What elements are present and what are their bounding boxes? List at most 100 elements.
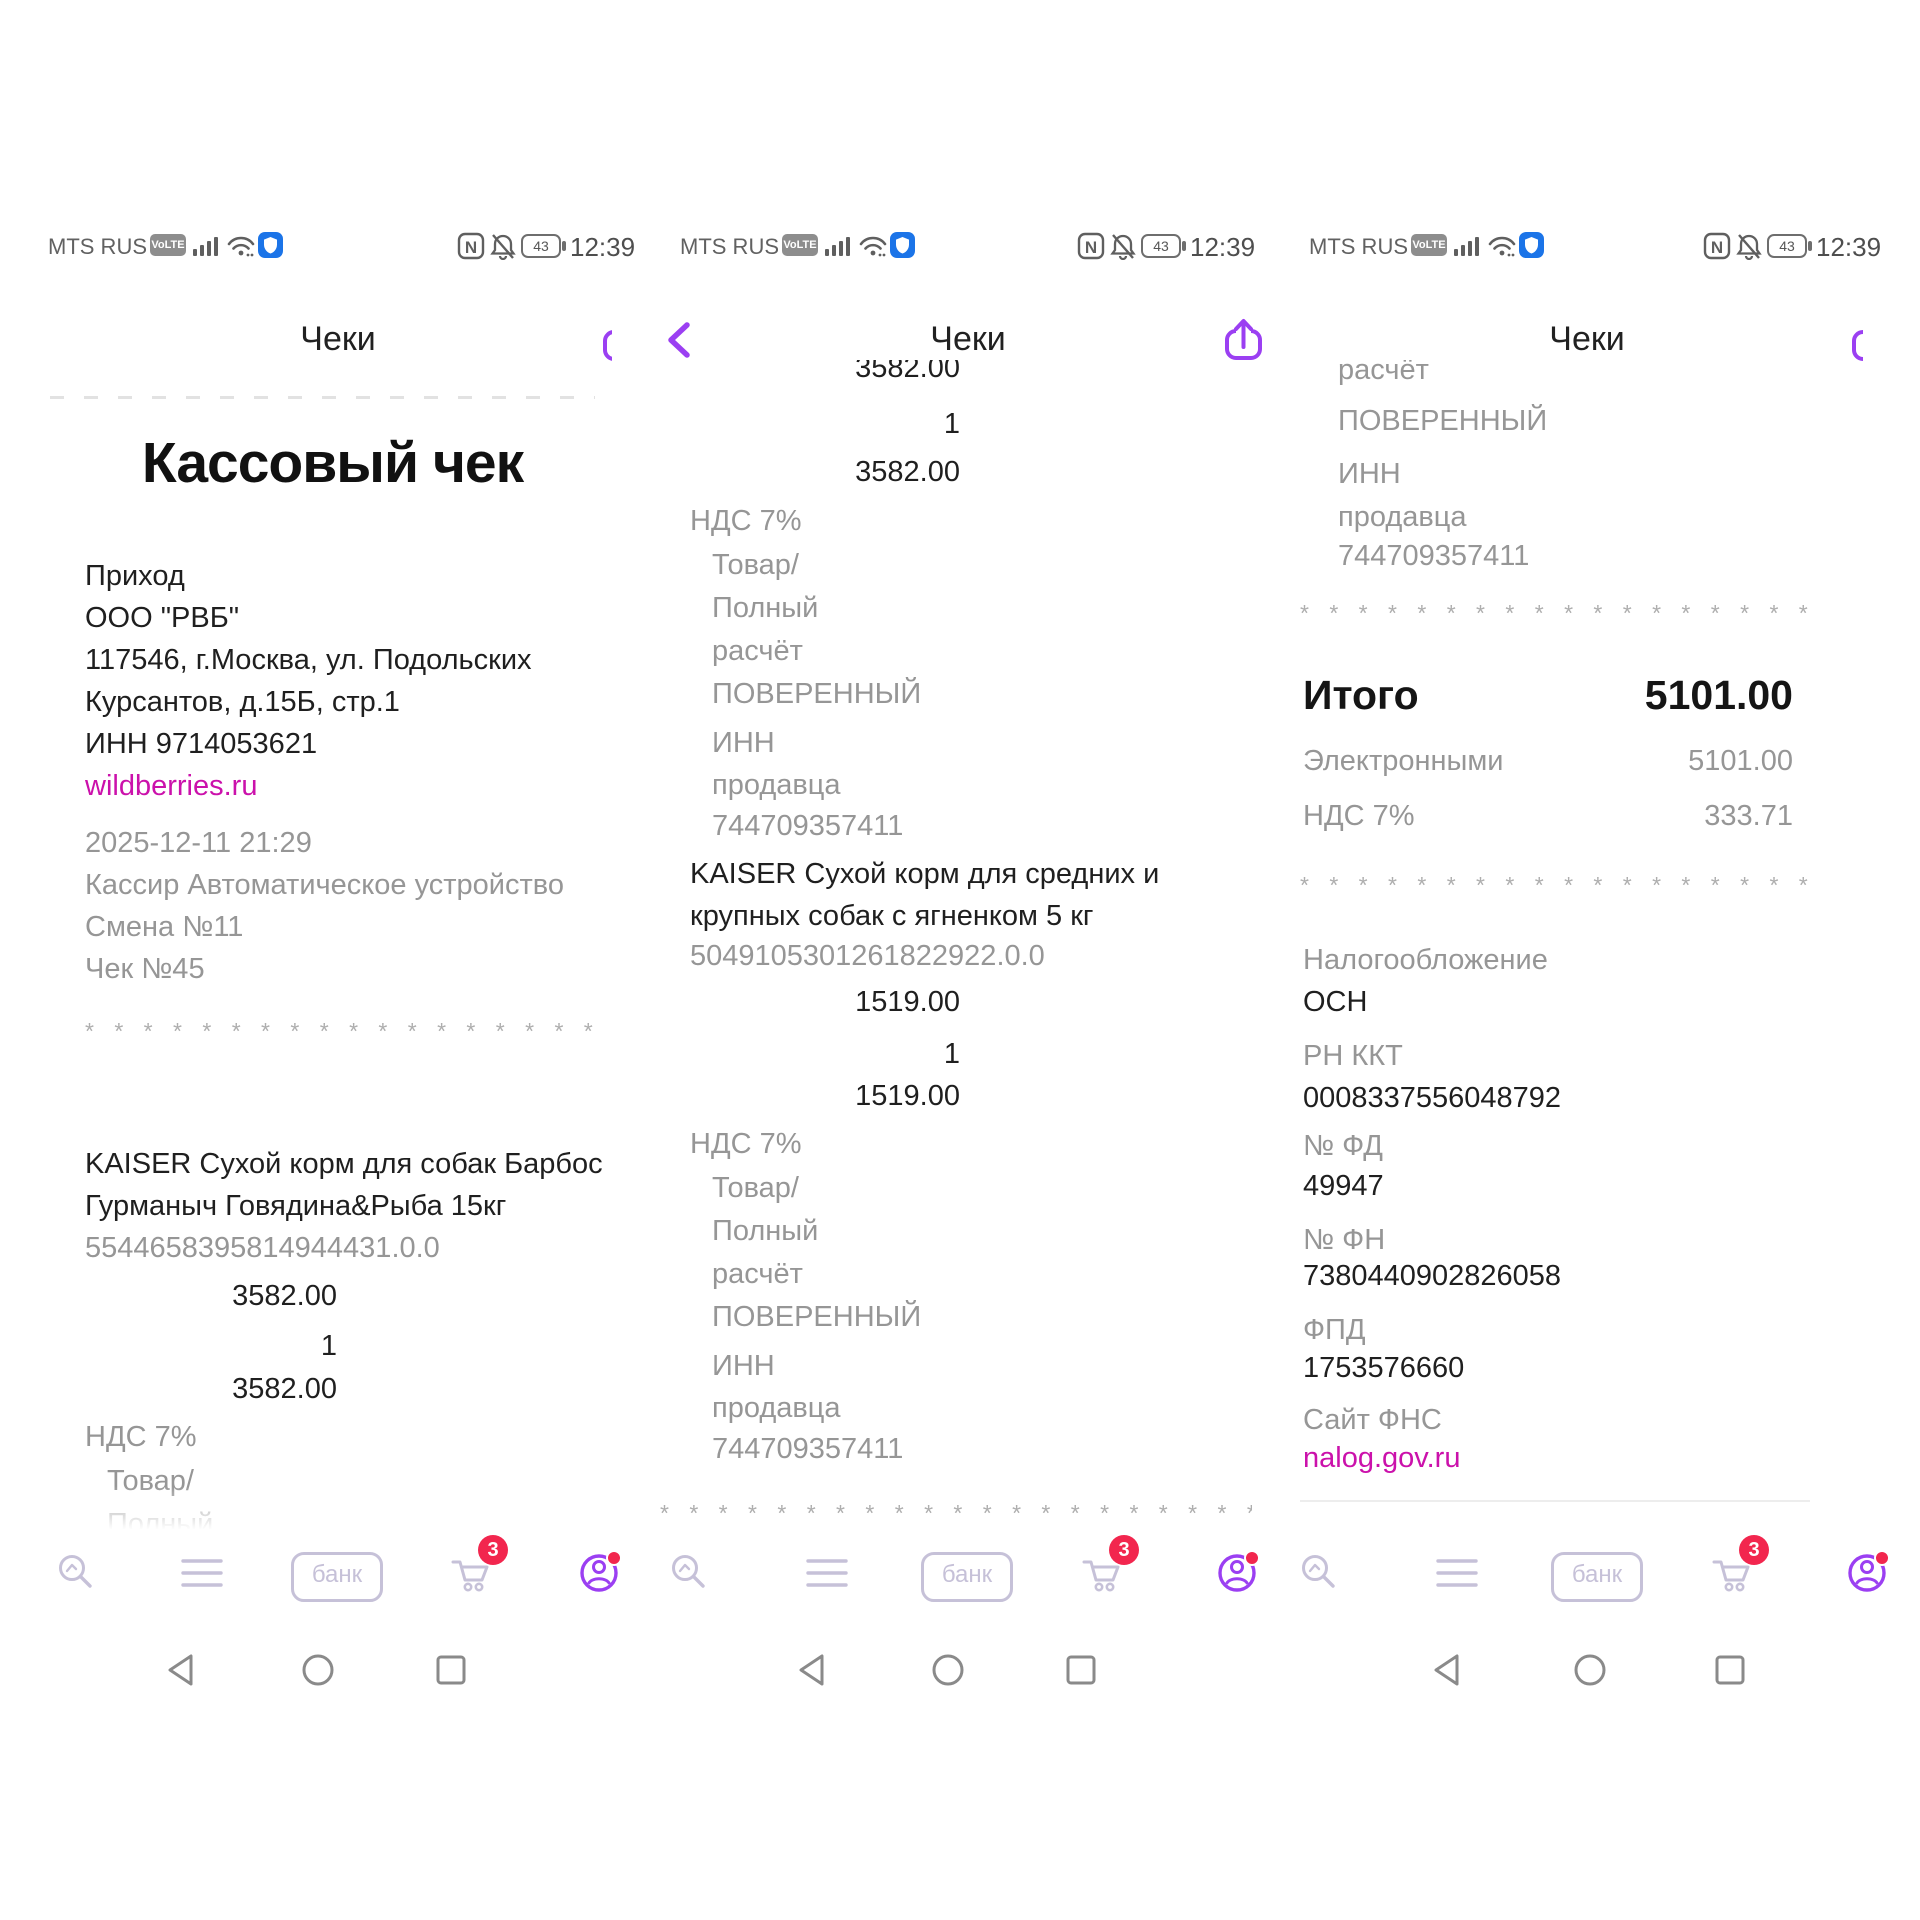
catalog-menu-icon[interactable] (803, 1556, 851, 1592)
search-tab-icon[interactable] (668, 1551, 710, 1593)
profile-tab-icon[interactable] (578, 1551, 622, 1595)
android-back-button[interactable] (1430, 1650, 1470, 1690)
profile-tab-icon[interactable] (1846, 1551, 1890, 1595)
cart-tab-icon[interactable] (1709, 1553, 1755, 1595)
android-recents-button[interactable] (1710, 1650, 1750, 1690)
kkt-reg-value: 0008337556048792 (1303, 1082, 1562, 1114)
security-shield-icon (890, 231, 915, 259)
security-shield-icon (258, 231, 283, 259)
shift-number: Смена №11 (85, 911, 244, 943)
mute-bell-icon (1735, 232, 1763, 260)
nfc-icon: N (457, 232, 485, 260)
item-qty: 1 (320, 1330, 337, 1362)
payment-detail-line: расчёт (712, 635, 803, 667)
svg-text:N: N (465, 238, 477, 257)
cart-badge: 3 (478, 1535, 508, 1565)
wildberries-link[interactable]: wildberries.ru (85, 770, 258, 802)
item-name-line1: KAISER Сухой корм для средних и (690, 858, 1160, 890)
payment-detail-line-clipped: расчёт (1338, 360, 1429, 386)
android-home-button[interactable] (1570, 1650, 1610, 1690)
payment-detail-line: ПОВЕРЕННЫЙ (712, 1301, 922, 1333)
catalog-menu-icon[interactable] (178, 1556, 226, 1592)
bank-tab-button[interactable]: банк (1551, 1552, 1643, 1602)
total-label: Итого (1303, 672, 1419, 718)
stars-divider: * * * * * * * * * * * * * * * * * * * * … (85, 1018, 597, 1044)
item-id: 5049105301261822922.0.0 (690, 940, 1045, 972)
mute-bell-icon (489, 232, 517, 260)
receipt-datetime: 2025-12-11 21:29 (85, 827, 312, 859)
share-icon[interactable] (1222, 316, 1266, 364)
payment-detail-line: расчёт (712, 1258, 803, 1290)
fd-number-label: № ФД (1303, 1130, 1383, 1162)
total-value: 5101.00 (1644, 672, 1793, 718)
bottom-fade (0, 1486, 618, 1548)
clock-label: 12:39 (1816, 232, 1882, 262)
org-name: ООО "РВБ" (85, 602, 240, 634)
battery-icon: 43 (1141, 234, 1187, 258)
back-chevron-icon[interactable] (660, 318, 696, 362)
wifi-icon (858, 234, 888, 258)
search-tab-icon[interactable] (55, 1551, 97, 1593)
page-title: Чеки (1549, 320, 1625, 358)
stars-divider: * * * * * * * * * * * * * * * * * * * * … (1300, 600, 1810, 626)
payment-detail-line: продавца (712, 1392, 841, 1424)
android-home-button[interactable] (298, 1650, 338, 1690)
bank-tab-button[interactable]: банк (921, 1552, 1013, 1602)
android-back-button[interactable] (795, 1650, 835, 1690)
payment-detail-line: Полный (712, 1215, 819, 1247)
page-title: Чеки (930, 320, 1006, 358)
carrier-label: MTS RUS (1309, 234, 1408, 259)
item-id: 5544658395814944431.0.0 (85, 1232, 440, 1264)
seller-inn-value: 744709357411 (712, 1433, 904, 1465)
fn-number-value: 7380440902826058 (1303, 1260, 1562, 1292)
battery-icon: 43 (521, 234, 567, 258)
payment-detail-line: ИНН (712, 1350, 775, 1382)
taxation-label: Налогообложение (1303, 944, 1548, 976)
clock-label: 12:39 (1190, 232, 1256, 262)
payment-method-value: 5101.00 (1688, 745, 1793, 777)
android-recents-button[interactable] (431, 1650, 471, 1690)
nfc-icon: N (1077, 232, 1105, 260)
search-tab-icon[interactable] (1298, 1551, 1340, 1593)
section-divider (1300, 1500, 1810, 1502)
carrier-label: MTS RUS (48, 234, 147, 259)
fd-number-value: 49947 (1303, 1170, 1384, 1202)
item-total: 1519.00 (855, 1080, 960, 1112)
check-number: Чек №45 (85, 953, 205, 985)
android-home-button[interactable] (928, 1650, 968, 1690)
item-name-line2: крупных собак с ягненком 5 кг (690, 900, 1094, 932)
share-icon[interactable] (601, 318, 612, 362)
carryover-qty: 1 (943, 408, 960, 440)
svg-text:43: 43 (1153, 238, 1169, 254)
bank-tab-button[interactable]: банк (291, 1552, 383, 1602)
cart-badge: 3 (1739, 1535, 1769, 1565)
payment-detail-line: ИНН (712, 727, 775, 759)
vat-total-label: НДС 7% (1303, 800, 1415, 832)
volte-badge: VoLTE (150, 234, 186, 256)
payment-method-label: Электронными (1303, 745, 1504, 777)
payment-detail-line: Полный (712, 592, 819, 624)
cart-tab-icon[interactable] (1079, 1553, 1125, 1595)
fpd-label: ФПД (1303, 1314, 1366, 1346)
seller-inn-value: 744709357411 (1338, 540, 1530, 572)
clock-label: 12:39 (570, 232, 636, 262)
svg-text:N: N (1711, 238, 1723, 257)
stars-divider: * * * * * * * * * * * * * * * * * * * * … (660, 1500, 1252, 1526)
nalog-link[interactable]: nalog.gov.ru (1303, 1442, 1461, 1474)
svg-text:N: N (1085, 238, 1097, 257)
payment-detail-line: продавца (1338, 501, 1467, 533)
share-icon[interactable] (1850, 318, 1863, 362)
item-name-line1: KAISER Сухой корм для собак Барбос (85, 1148, 603, 1180)
android-recents-button[interactable] (1061, 1650, 1101, 1690)
page-title: Чеки (300, 320, 376, 358)
profile-tab-icon[interactable] (1216, 1551, 1260, 1595)
android-back-button[interactable] (164, 1650, 204, 1690)
cart-tab-icon[interactable] (448, 1553, 494, 1595)
catalog-menu-icon[interactable] (1433, 1556, 1481, 1592)
battery-icon: 43 (1767, 234, 1813, 258)
wifi-icon (1487, 234, 1517, 258)
volte-badge: VoLTE (782, 234, 818, 256)
item-price: 3582.00 (232, 1280, 337, 1312)
item-qty: 1 (943, 1038, 960, 1070)
carrier-label: MTS RUS (680, 234, 779, 259)
